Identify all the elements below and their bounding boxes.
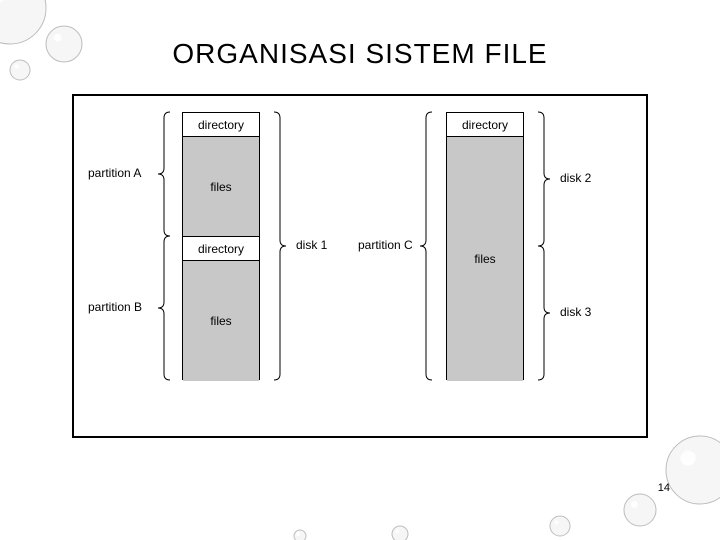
braces-layer [74, 96, 650, 440]
brace-label: disk 3 [560, 305, 591, 319]
brace-label: disk 1 [296, 238, 327, 252]
figure-canvas: directoryfilesdirectoryfiles directoryfi… [74, 96, 646, 436]
brace-label: partition A [88, 166, 141, 180]
brace-label: partition B [88, 300, 142, 314]
brace-label: disk 2 [560, 171, 591, 185]
brace-label: partition C [358, 238, 413, 252]
figure-frame: directoryfilesdirectoryfiles directoryfi… [72, 94, 648, 438]
slide-title: ORGANISASI SISTEM FILE [0, 38, 720, 70]
page-number: 14 [658, 482, 670, 494]
